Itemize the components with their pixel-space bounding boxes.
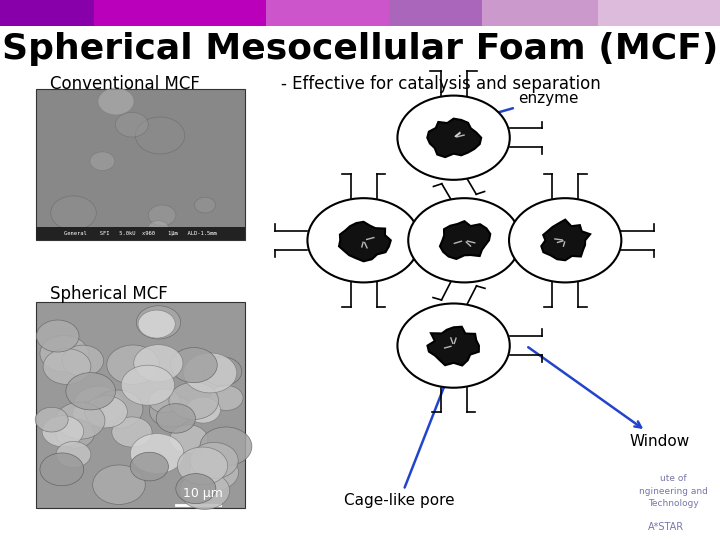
Circle shape <box>130 452 168 481</box>
Circle shape <box>307 198 420 282</box>
Circle shape <box>66 373 116 410</box>
Circle shape <box>186 397 220 423</box>
Circle shape <box>170 425 208 454</box>
Text: ute of
ngineering and
Technology: ute of ngineering and Technology <box>639 475 708 508</box>
Circle shape <box>149 389 181 413</box>
Circle shape <box>84 396 127 428</box>
Circle shape <box>134 345 183 382</box>
Bar <box>389 0 482 26</box>
Circle shape <box>121 365 174 405</box>
Polygon shape <box>509 231 521 250</box>
Polygon shape <box>440 221 490 259</box>
Circle shape <box>115 112 148 137</box>
Polygon shape <box>427 119 481 157</box>
Circle shape <box>397 96 510 180</box>
Bar <box>482 0 598 26</box>
Bar <box>94 0 266 26</box>
Circle shape <box>203 357 242 386</box>
Circle shape <box>179 472 230 509</box>
Circle shape <box>55 402 105 439</box>
Bar <box>0 0 94 26</box>
Circle shape <box>37 320 79 352</box>
Circle shape <box>130 434 184 474</box>
Circle shape <box>200 427 252 466</box>
Circle shape <box>135 117 185 154</box>
Bar <box>36 302 245 508</box>
Polygon shape <box>339 222 391 261</box>
Bar <box>36 227 245 240</box>
Circle shape <box>55 419 94 448</box>
Polygon shape <box>408 231 420 250</box>
Circle shape <box>107 345 159 384</box>
Circle shape <box>509 198 621 282</box>
Text: General    SFI   5.0kU  x960    1μm   ALD-1.5mm: General SFI 5.0kU x960 1μm ALD-1.5mm <box>64 231 217 237</box>
Circle shape <box>397 303 510 388</box>
Circle shape <box>138 310 175 338</box>
Text: Spherical MCF: Spherical MCF <box>50 285 168 303</box>
Text: Conventional MCF: Conventional MCF <box>50 75 200 93</box>
Circle shape <box>42 416 84 447</box>
Circle shape <box>40 335 89 372</box>
Polygon shape <box>441 279 477 307</box>
Circle shape <box>148 221 168 236</box>
Circle shape <box>50 196 96 230</box>
Text: Spherical Mesocellular Foam (MCF): Spherical Mesocellular Foam (MCF) <box>2 32 718 65</box>
Circle shape <box>194 197 215 213</box>
Text: A*STAR: A*STAR <box>648 522 684 531</box>
Circle shape <box>136 306 181 339</box>
Circle shape <box>40 453 84 486</box>
Circle shape <box>56 442 91 468</box>
Bar <box>266 0 389 26</box>
Circle shape <box>169 382 219 420</box>
Circle shape <box>176 474 216 504</box>
Circle shape <box>177 447 228 485</box>
Circle shape <box>149 395 192 427</box>
Text: Window: Window <box>528 347 690 449</box>
Circle shape <box>98 88 134 115</box>
Polygon shape <box>541 220 590 260</box>
Circle shape <box>171 348 217 383</box>
Circle shape <box>73 386 124 424</box>
Circle shape <box>148 205 176 226</box>
Circle shape <box>93 465 145 504</box>
Text: enzyme: enzyme <box>459 91 579 125</box>
Circle shape <box>210 386 243 410</box>
Bar <box>598 0 720 26</box>
Text: Cage-like pore: Cage-like pore <box>344 368 455 508</box>
Text: 10 μm: 10 μm <box>184 487 223 500</box>
Bar <box>36 89 245 240</box>
Circle shape <box>184 353 237 393</box>
Circle shape <box>73 402 105 426</box>
Circle shape <box>92 390 143 428</box>
Polygon shape <box>428 327 479 366</box>
Circle shape <box>112 417 152 447</box>
Circle shape <box>35 407 68 432</box>
Circle shape <box>408 198 521 282</box>
Circle shape <box>43 349 91 384</box>
Circle shape <box>90 152 114 171</box>
Circle shape <box>189 454 238 491</box>
Polygon shape <box>442 176 476 202</box>
Text: - Effective for catalysis and separation: - Effective for catalysis and separation <box>281 75 600 93</box>
Circle shape <box>190 442 238 478</box>
Circle shape <box>156 404 195 433</box>
Circle shape <box>62 345 104 376</box>
